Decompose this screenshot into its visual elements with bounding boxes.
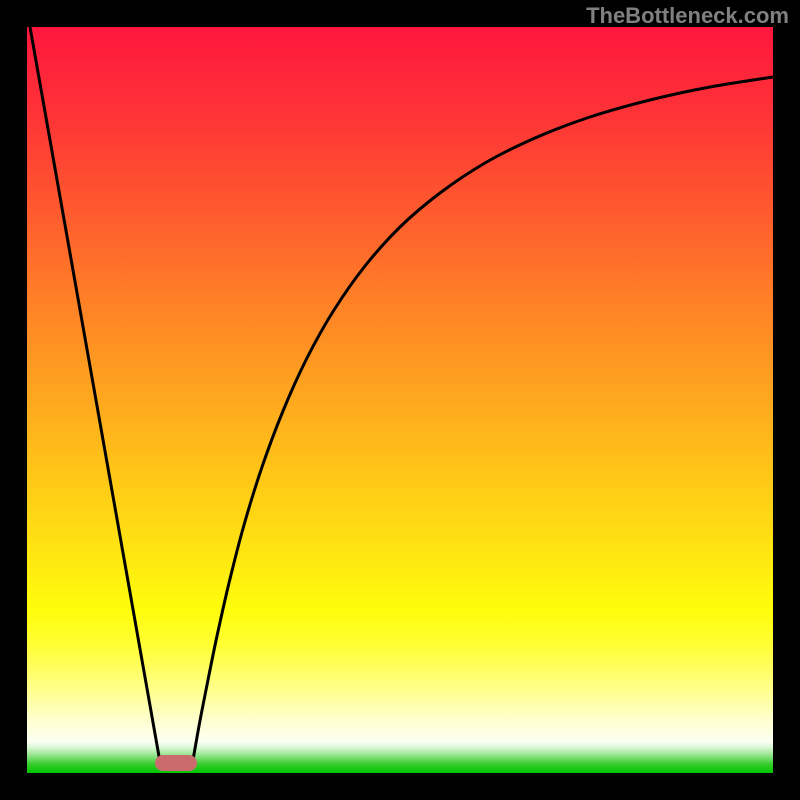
chart-frame: TheBottleneck.com <box>0 0 800 800</box>
bottleneck-marker <box>155 755 197 771</box>
curve-overlay <box>0 0 800 800</box>
watermark-text: TheBottleneck.com <box>586 3 789 29</box>
curve-left-line <box>30 27 160 762</box>
curve-right-path <box>193 77 773 760</box>
